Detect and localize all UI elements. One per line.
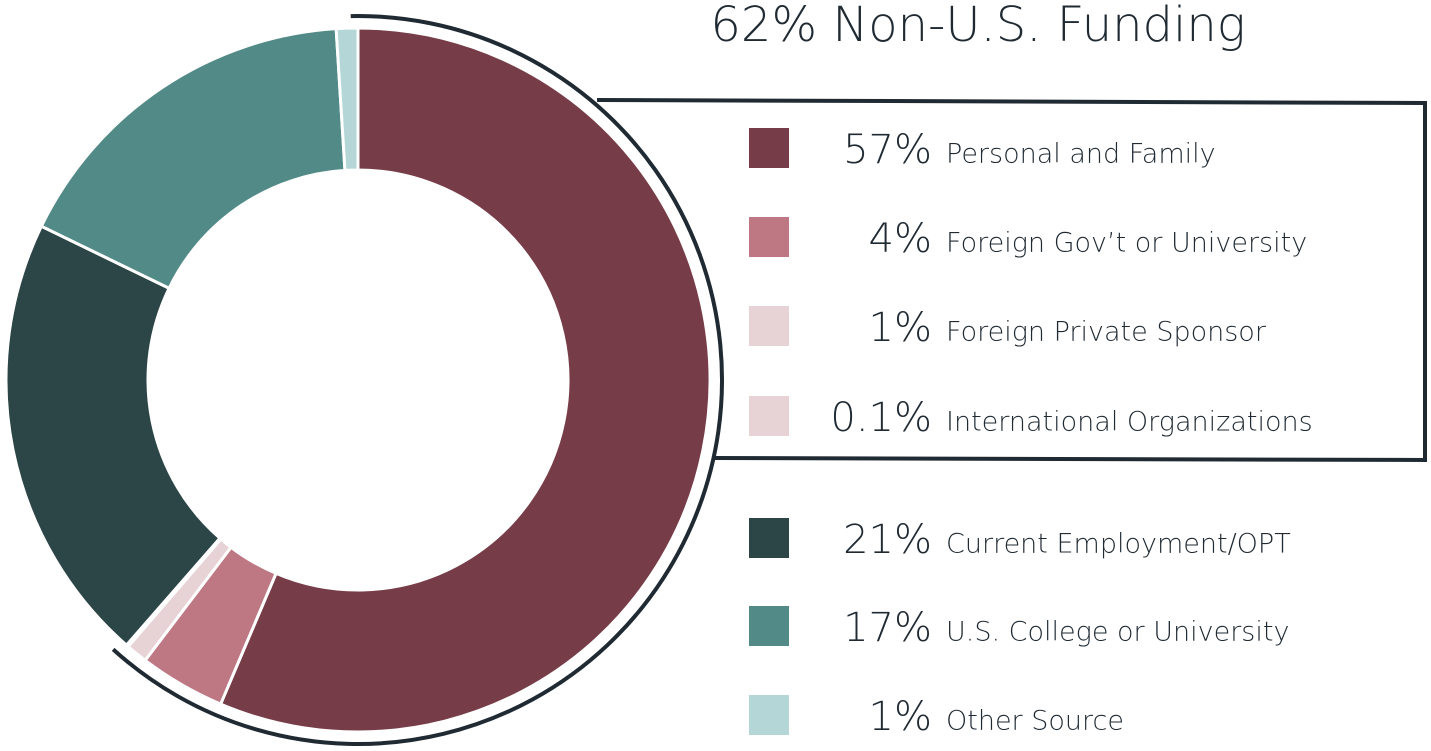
legend-swatch xyxy=(749,695,789,735)
donut-segment xyxy=(218,26,712,734)
legend-label: Current Employment/OPT xyxy=(946,529,1291,560)
legend-swatch xyxy=(749,396,789,436)
legend-label: International Organizations xyxy=(946,407,1313,438)
legend-swatch xyxy=(749,518,789,558)
bracket-box xyxy=(596,98,1427,463)
legend-label: Other Source xyxy=(946,706,1124,737)
legend-label: Personal and Family xyxy=(946,139,1216,170)
legend-value: 1% xyxy=(869,694,932,740)
legend-value: 0.1% xyxy=(830,395,932,441)
legend-swatch xyxy=(749,128,789,168)
legend-value: 1% xyxy=(869,305,932,351)
donut-segment xyxy=(334,26,360,172)
legend-value: 57% xyxy=(843,127,932,173)
legend-value: 21% xyxy=(843,517,932,563)
donut-segment xyxy=(39,27,347,291)
legend-swatch xyxy=(749,306,789,346)
legend-label: Foreign Gov’t or University xyxy=(946,228,1307,259)
bracket-arc xyxy=(111,14,724,746)
chart-title: 62% Non-U.S. Funding xyxy=(710,0,1245,53)
legend-swatch xyxy=(749,217,789,257)
legend-value: 4% xyxy=(869,216,932,262)
legend-label: Foreign Private Sponsor xyxy=(946,317,1267,348)
legend-swatch xyxy=(749,606,789,646)
legend-label: U.S. College or University xyxy=(946,617,1289,648)
donut-segment xyxy=(4,224,222,648)
legend-value: 17% xyxy=(843,605,932,651)
